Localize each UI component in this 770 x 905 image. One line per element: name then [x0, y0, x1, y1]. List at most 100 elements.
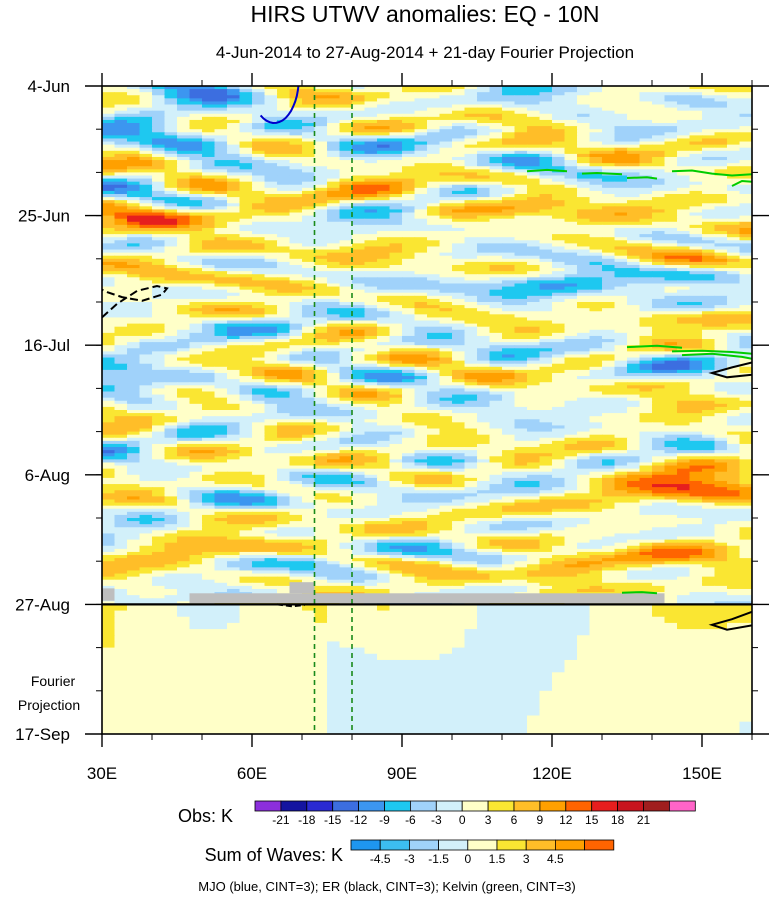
field-cell — [189, 138, 203, 143]
field-cell — [252, 261, 266, 266]
field-cell — [639, 252, 653, 257]
field-cell — [452, 169, 466, 173]
field-cell — [727, 237, 741, 241]
field-cell — [227, 123, 241, 127]
field-cell — [127, 132, 141, 136]
field-cell — [589, 268, 603, 272]
field-cell — [139, 289, 153, 294]
field-cell — [402, 286, 416, 291]
field-cell — [564, 286, 578, 291]
field-cell — [127, 231, 141, 235]
field-cell — [452, 197, 466, 201]
field-cell — [727, 150, 741, 155]
field-cell — [652, 271, 666, 275]
field-cell — [327, 110, 341, 115]
field-cell — [664, 144, 678, 149]
field-cell — [439, 178, 453, 183]
field-cell — [364, 187, 378, 192]
field-cell — [577, 135, 591, 140]
field-cell — [464, 156, 478, 161]
field-cell — [577, 215, 591, 220]
field-cell — [677, 280, 691, 285]
field-cell — [252, 203, 266, 207]
field-cell — [627, 116, 641, 121]
field-cell — [202, 286, 216, 291]
field-cell — [127, 221, 141, 226]
field-cell — [602, 218, 616, 223]
field-cell — [214, 150, 228, 155]
field-cell — [402, 119, 416, 124]
field-cell — [477, 246, 491, 251]
field-cell — [514, 234, 528, 238]
field-cell — [189, 107, 203, 112]
field-cell — [239, 227, 253, 232]
field-cell — [189, 243, 203, 248]
field-cell — [177, 249, 191, 254]
field-cell — [739, 110, 752, 115]
field-cell — [727, 218, 741, 223]
field-cell — [277, 123, 291, 127]
field-cell — [702, 283, 716, 288]
field-cell — [339, 212, 353, 217]
field-cell — [514, 203, 528, 207]
field-cell — [502, 126, 516, 130]
field-cell — [652, 246, 666, 251]
field-cell — [277, 231, 291, 235]
field-cell — [589, 209, 603, 214]
field-cell — [102, 175, 116, 180]
field-cell — [639, 212, 653, 217]
field-cell — [714, 113, 728, 118]
field-cell — [552, 224, 566, 229]
field-cell — [289, 184, 303, 189]
field-cell — [102, 144, 116, 149]
field-cell — [127, 126, 141, 130]
field-cell — [314, 163, 328, 167]
field-cell — [527, 283, 541, 288]
field-cell — [402, 243, 416, 248]
field-cell — [352, 224, 366, 229]
field-cell — [464, 126, 478, 130]
field-cell — [589, 264, 603, 269]
field-cell — [352, 135, 366, 140]
field-cell — [302, 101, 316, 106]
field-cell — [614, 181, 628, 186]
field-cell — [539, 283, 553, 288]
field-cell — [114, 231, 128, 235]
field-cell — [689, 215, 703, 220]
field-cell — [677, 113, 691, 118]
field-cell — [502, 212, 516, 217]
field-cell — [739, 194, 752, 198]
field-cell — [652, 231, 666, 235]
field-cell — [714, 116, 728, 121]
field-cell — [139, 95, 153, 99]
field-cell — [364, 240, 378, 244]
field-cell — [114, 246, 128, 251]
field-cell — [552, 98, 566, 103]
field-cell — [527, 234, 541, 238]
field-cell — [602, 110, 616, 115]
field-cell — [152, 110, 166, 115]
field-cell — [327, 289, 341, 294]
field-cell — [552, 212, 566, 217]
field-cell — [664, 132, 678, 136]
field-cell — [739, 116, 752, 121]
field-cell — [652, 175, 666, 180]
field-cell — [527, 224, 541, 229]
field-cell — [152, 289, 166, 294]
field-cell — [477, 221, 491, 226]
field-cell — [739, 224, 752, 229]
field-cell — [327, 246, 341, 251]
field-cell — [677, 132, 691, 136]
field-cell — [164, 249, 178, 254]
field-cell — [527, 150, 541, 155]
field-cell — [114, 280, 128, 285]
field-cell — [302, 123, 316, 127]
field-cell — [102, 264, 116, 269]
field-cell — [502, 107, 516, 112]
field-cell — [214, 268, 228, 272]
field-cell — [552, 138, 566, 143]
field-cell — [314, 153, 328, 158]
field-cell — [452, 98, 466, 103]
field-cell — [239, 224, 253, 229]
field-cell — [627, 150, 641, 155]
